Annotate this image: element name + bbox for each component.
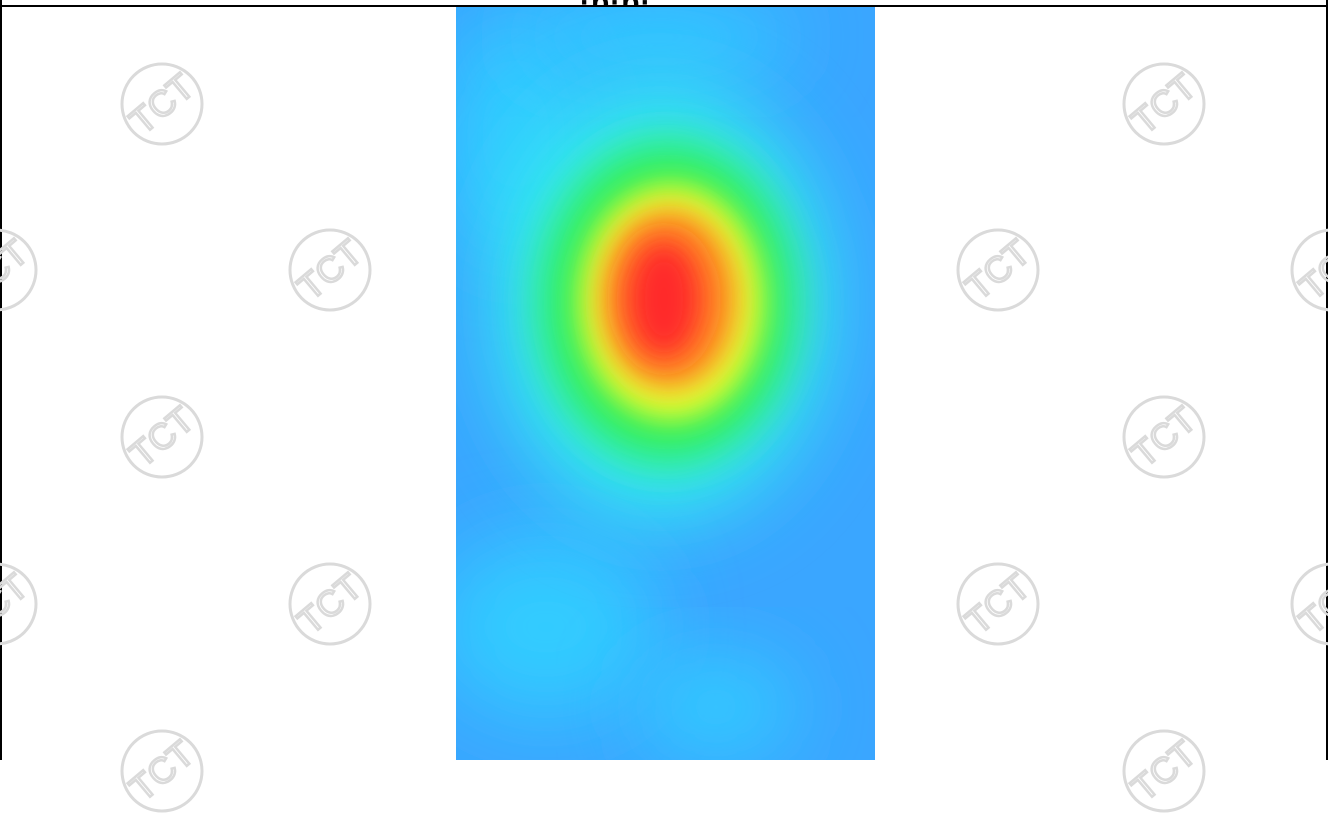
- tct-watermark-icon: TCT: [118, 60, 206, 148]
- tct-watermark-icon: TCT: [118, 727, 206, 815]
- svg-text:TCT: TCT: [1292, 565, 1328, 641]
- page-title-fragment: ·p·p·: [580, 0, 780, 8]
- svg-text:TCT: TCT: [0, 231, 36, 307]
- tct-watermark-icon: TCT: [1120, 393, 1208, 481]
- tct-watermark-icon: TCT: [954, 560, 1042, 648]
- tct-watermark-icon: TCT: [1120, 60, 1208, 148]
- tct-watermark-icon: TCT: [286, 560, 374, 648]
- svg-text:TCT: TCT: [0, 565, 36, 641]
- tct-watermark-icon: TCT: [954, 226, 1042, 314]
- tct-watermark-icon: TCT: [0, 560, 40, 648]
- tct-watermark-icon: TCT: [1288, 226, 1328, 314]
- top-border-line: [0, 5, 1328, 7]
- tct-watermark-icon: TCT: [1120, 727, 1208, 815]
- heatmap-graphic: [456, 7, 875, 760]
- tct-watermark-icon: TCT: [0, 226, 40, 314]
- tct-watermark-icon: TCT: [286, 226, 374, 314]
- tct-watermark-icon: TCT: [1288, 560, 1328, 648]
- svg-text:TCT: TCT: [1292, 231, 1328, 307]
- image-frame: [0, 0, 1328, 760]
- tct-watermark-icon: TCT: [118, 393, 206, 481]
- thermal-heatmap-image: [456, 7, 875, 760]
